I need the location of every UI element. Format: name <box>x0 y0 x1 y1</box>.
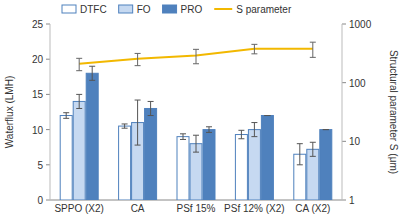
error-bar <box>323 129 329 130</box>
error-bar <box>297 144 303 165</box>
error-bar <box>238 130 244 138</box>
error-bar <box>251 44 257 53</box>
y2-axis <box>342 24 343 200</box>
y-tick-label: 10 <box>32 125 44 136</box>
x-tick-label: CA <box>131 203 145 214</box>
bar <box>73 101 85 200</box>
bar <box>248 130 260 200</box>
y-tick <box>46 129 50 130</box>
bar <box>320 130 332 200</box>
plot-area <box>60 42 332 200</box>
y2-tick-label: 100 <box>349 78 366 89</box>
error-bar <box>180 134 186 140</box>
y2-axis-title: Structural parameter S (μm) <box>388 50 399 174</box>
bar <box>86 73 98 200</box>
error-bar <box>310 142 316 156</box>
error-bar <box>264 115 270 116</box>
y-tick-label: 15 <box>32 89 44 100</box>
bar <box>177 137 189 200</box>
legend-swatch <box>62 5 76 13</box>
y-tick <box>46 59 50 60</box>
error-bar <box>63 113 69 119</box>
bar <box>119 126 131 200</box>
y-axis <box>50 24 51 200</box>
error-bar <box>251 123 257 137</box>
error-bar <box>76 58 82 70</box>
y-tick-label: 0 <box>37 195 43 206</box>
legend-label: DTFC <box>80 4 107 15</box>
bar <box>190 144 202 200</box>
error-bar <box>135 53 141 65</box>
y2-tick-label: 1000 <box>349 19 372 30</box>
y-axis-title: Waterflux (LMH) <box>4 76 15 148</box>
legend-label: FO <box>137 4 151 15</box>
bar <box>145 108 157 200</box>
x-tick-label: PSf 12% (X2) <box>224 203 285 214</box>
bar <box>235 135 247 200</box>
bar <box>261 116 273 200</box>
error-bar <box>76 94 82 108</box>
legend-label: PRO <box>181 4 203 15</box>
legend-label: S parameter <box>236 4 292 15</box>
y-tick-label: 20 <box>32 54 44 65</box>
error-bar <box>193 135 199 152</box>
error-bar <box>122 124 128 128</box>
x-tick-label: SPPO (X2) <box>54 203 103 214</box>
legend-swatch <box>214 8 232 10</box>
error-bar <box>89 66 95 80</box>
legend-swatch <box>119 5 133 13</box>
bar <box>203 130 215 200</box>
y2-tick <box>342 200 346 201</box>
bar <box>307 149 319 200</box>
y2-tick <box>342 24 346 25</box>
s-line <box>79 49 313 64</box>
legend-swatch <box>163 5 177 13</box>
x-tick-label: CA (X2) <box>295 203 330 214</box>
y-tick <box>46 200 50 201</box>
y2-tick-label: 1 <box>349 195 355 206</box>
y-tick <box>46 94 50 95</box>
y-tick-label: 5 <box>37 160 43 171</box>
y2-tick <box>342 82 346 83</box>
chart: 0 5 10 15 20 25 1 10 100 1000 Waterflux (LMH) Struc… <box>0 0 400 219</box>
y-tick <box>46 164 50 165</box>
error-bar <box>193 49 199 63</box>
error-bar <box>148 101 154 115</box>
error-bar <box>135 100 141 145</box>
legend: DTFC FO PRO S parameter <box>62 4 292 15</box>
y-tick-label: 25 <box>32 19 44 30</box>
error-bar <box>206 127 212 133</box>
y-tick <box>46 24 50 25</box>
bar <box>60 116 72 200</box>
x-tick-label: PSf 15% <box>177 203 216 214</box>
error-bar <box>310 42 316 57</box>
y2-tick-label: 10 <box>349 136 361 147</box>
y2-tick <box>342 141 346 142</box>
